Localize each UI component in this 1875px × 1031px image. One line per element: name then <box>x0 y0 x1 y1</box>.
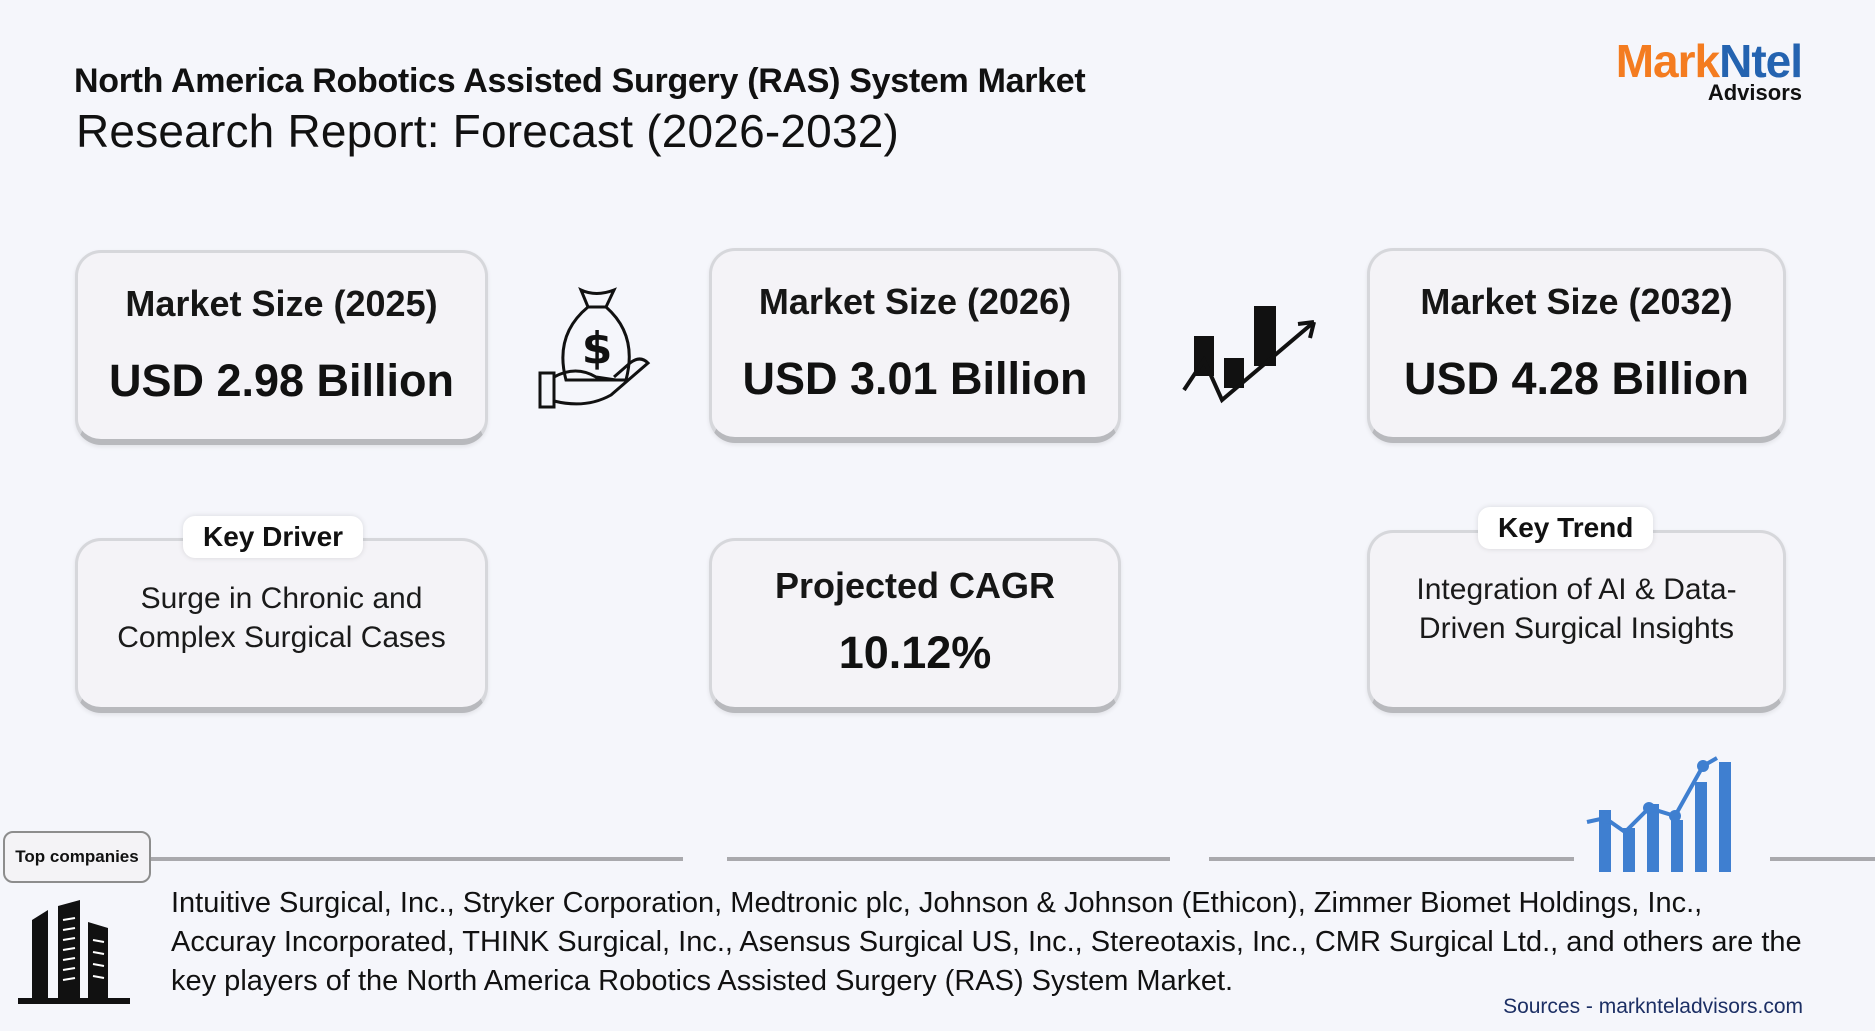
card-value: USD 3.01 Billion <box>742 353 1088 404</box>
divider <box>1209 857 1574 861</box>
logo-advisors: Advisors <box>1707 80 1802 105</box>
card-label: Market Size (2032) <box>1420 281 1733 322</box>
card-value: USD 4.28 Billion <box>1403 353 1750 404</box>
buildings-icon <box>18 900 130 1004</box>
cagr-value: 10.12% <box>838 627 992 678</box>
key-trend-tag: Key Trend <box>1478 507 1654 549</box>
top-companies-tag: Top companies <box>3 831 151 883</box>
svg-text:$: $ <box>582 323 613 374</box>
cagr-label: Projected CAGR <box>774 565 1056 606</box>
title-line-2: Research Report: Forecast (2026-2032) <box>76 105 900 157</box>
logo-mark: Mark <box>1615 35 1720 87</box>
bar-chart-trend-icon <box>1586 756 1731 872</box>
card-value: USD 2.98 Billion <box>108 355 455 406</box>
cagr-card: Projected CAGR 10.12% <box>709 538 1121 713</box>
money-bag-hand-icon: $ <box>538 287 651 409</box>
key-trend-text: Integration of AI & Data-Driven Surgical… <box>1416 573 1737 645</box>
growth-chart-arrow-icon <box>1182 306 1316 404</box>
key-driver-tag: Key Driver <box>183 516 364 558</box>
title-line-1: North America Robotics Assisted Surgery … <box>74 62 1086 100</box>
key-driver-text: Surge in Chronic and Complex Surgical Ca… <box>117 582 446 654</box>
divider <box>1770 857 1875 861</box>
key-trend-card: Integration of AI & Data-Driven Surgical… <box>1367 530 1786 713</box>
market-size-2025-card: Market Size (2025) USD 2.98 Billion <box>75 250 488 445</box>
card-label: Market Size (2026) <box>758 281 1072 322</box>
key-driver-card: Surge in Chronic and Complex Surgical Ca… <box>75 538 488 713</box>
market-size-2032-card: Market Size (2032) USD 4.28 Billion <box>1367 248 1786 443</box>
logo: MarkNtel Advisors <box>1590 35 1803 105</box>
card-label: Market Size (2025) <box>125 283 438 324</box>
divider <box>727 857 1170 861</box>
logo-ntel: Ntel <box>1719 35 1803 87</box>
companies-text: Intuitive Surgical, Inc., Stryker Corpor… <box>171 887 1802 997</box>
source-text: Sources - marknteladvisors.com <box>1503 995 1803 1018</box>
market-size-2026-card: Market Size (2026) USD 3.01 Billion <box>709 248 1121 443</box>
divider <box>150 857 683 861</box>
